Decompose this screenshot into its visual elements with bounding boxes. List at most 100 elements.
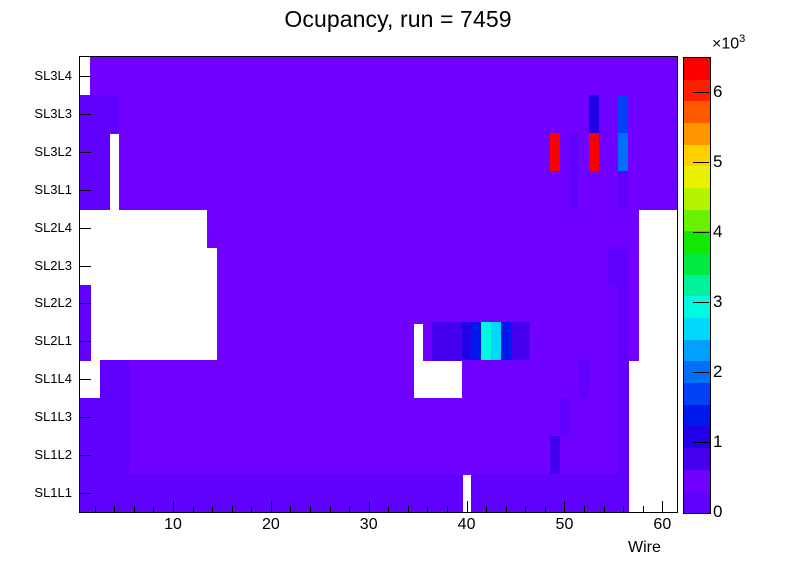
heatmap-cell [628,208,640,248]
x-axis-minor-tick [290,506,291,512]
x-axis-minor-tick [232,506,233,512]
color-scale-band [684,338,710,362]
heatmap-cell [461,360,580,400]
color-scale-tick-mark [693,302,709,303]
color-scale-band [684,78,710,102]
heatmap-cell [628,132,677,172]
x-axis-tick-label: 10 [164,516,182,533]
heatmap-cell [628,284,640,324]
heatmap-cell [520,322,532,362]
y-axis-tick-label: SL3L2 [34,143,72,159]
color-scale-band [684,381,710,405]
y-axis-tick-mark [80,493,91,494]
heatmap-cell [628,170,677,210]
y-axis-tick-label: SL1L2 [34,447,72,463]
heatmap-cell [569,132,581,172]
heatmap-cell [618,170,630,210]
color-scale-band [684,403,710,427]
x-axis-minor-tick [251,506,252,512]
heatmap-cell [598,132,610,172]
heatmap-cell [549,132,561,172]
color-scale-tick-mark [693,442,709,443]
y-axis-tick-mark [80,417,91,418]
heatmap-cell [138,436,150,476]
y-axis-tick-mark [80,190,91,191]
x-axis-minor-tick [388,506,389,512]
heatmap-cell [99,360,130,400]
heatmap-cell [530,322,620,362]
x-axis-minor-tick [525,506,526,512]
color-scale-band [684,58,710,80]
heatmap-cell [471,322,483,362]
heatmap-cell [119,170,571,210]
y-axis-tick-mark [80,152,91,153]
color-scale-band [684,295,710,318]
color-scale-ticks: 0 1 2 3 4 5 6 [683,57,743,521]
heatmap-cell [579,360,591,400]
color-scale-tick-label: 0 [713,502,723,521]
x-axis-minor-tick [153,506,154,512]
x-axis-minor-tick [212,506,213,512]
x-axis-minor-tick [408,506,409,512]
heatmap-cell [598,94,620,134]
color-scale-tick-label: 1 [713,432,723,451]
y-axis-tick-mark [80,303,91,304]
y-axis-tick-mark [80,455,91,456]
heatmap-cell [422,322,434,362]
heatmap-cell [618,57,677,96]
x-axis-minor-tick [506,506,507,512]
color-scale-band [684,251,710,275]
y-axis-tick-label: SL1L1 [34,485,72,501]
heatmap-cell [618,132,630,172]
y-axis-labels: SL3L4 SL3L3 SL3L2 SL3L1 SL2L4 SL2L3 SL2L2 SL2L1… [0,0,72,572]
y-axis-tick-label: SL3L3 [34,105,72,121]
color-scale-tick-mark [693,162,709,163]
y-axis-tick-label: SL1L4 [34,371,72,387]
x-axis-minor-tick [643,506,644,512]
heatmap-cell [569,398,581,438]
heatmap-cell [344,246,610,286]
color-scale-band [684,468,710,492]
heatmap-cell [559,132,571,172]
y-axis-tick-mark [80,379,91,380]
plot-frame [79,56,678,513]
heatmap-cell [579,170,620,210]
x-axis-title: Wire [628,539,661,556]
heatmap-cell [344,284,620,324]
heatmap-cell [569,170,581,210]
y-axis-tick-mark [80,76,91,77]
y-axis-tick-mark [80,341,91,342]
y-axis-tick-label: SL1L3 [34,409,72,425]
x-axis-minor-tick [95,506,96,512]
x-axis-tick-label: 60 [653,516,672,533]
x-axis-major-tick [467,501,468,512]
heatmap-cell [119,132,131,172]
heatmap-cell [608,246,630,286]
heatmap-cell [618,360,630,400]
x-axis-minor-tick [134,506,135,512]
heatmap-cell [588,132,600,172]
color-scale-band [684,208,710,232]
heatmap-cell [588,360,619,400]
x-axis-major-tick [271,501,272,512]
x-axis-minor-tick [330,506,331,512]
heatmap-cell [579,132,591,172]
heatmap-cell [461,322,473,362]
y-axis-tick-label: SL2L3 [34,257,72,273]
color-scale-band [684,230,710,253]
color-scale-tick-label: 3 [713,292,723,311]
heatmap-cell [618,436,630,476]
color-scale-band [684,360,710,383]
heatmap-cell [432,322,444,362]
x-axis-major-tick [369,501,370,512]
heatmap-cell [128,132,551,172]
heatmap-cell [451,322,463,362]
color-scale-band [684,165,710,188]
heatmap-cells[interactable] [80,57,677,512]
y-axis-tick-label: SL3L1 [34,181,72,197]
color-scale-tick-label: 4 [713,222,723,241]
heatmap-cell [344,208,630,248]
x-axis-major-tick [173,501,174,512]
heatmap-cell [217,246,346,286]
color-scale-band [684,100,710,123]
